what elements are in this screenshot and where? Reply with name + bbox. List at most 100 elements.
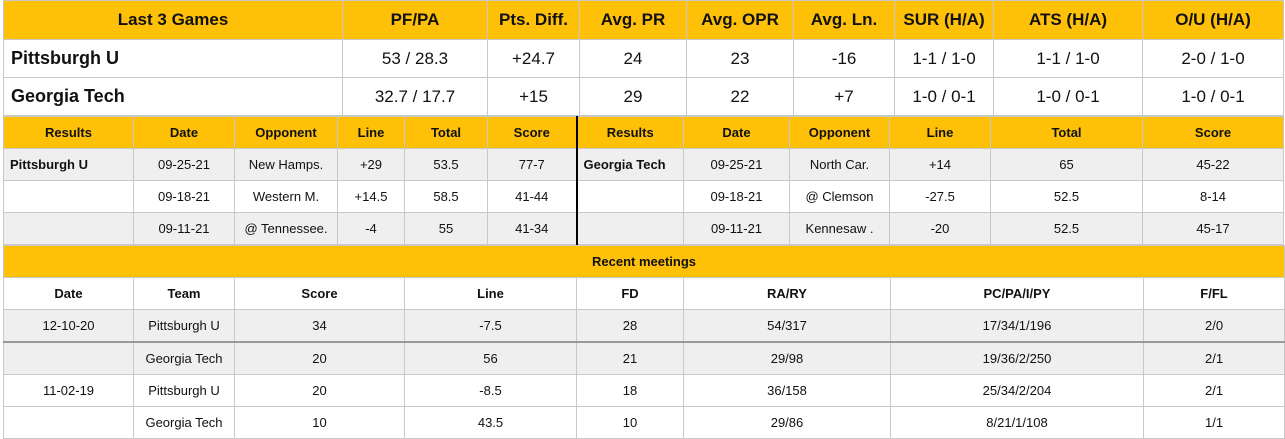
results-cell: -4 [337, 212, 405, 245]
summary-cell: +15 [487, 77, 580, 116]
results-header-cell: Opponent [789, 116, 890, 149]
meetings-cell: -8.5 [404, 374, 577, 407]
meetings-cell: 54/317 [683, 309, 891, 343]
summary-cell: 1-0 / 0-1 [993, 77, 1143, 116]
meetings-row: 12-10-20 Pittsburgh U 34 -7.5 28 54/317 … [3, 309, 1285, 343]
results-team [576, 180, 684, 213]
meetings-cell: 25/34/2/204 [890, 374, 1144, 407]
meetings-cell: 21 [576, 341, 684, 375]
meetings-cell: 2/1 [1142, 374, 1285, 407]
meetings-row: Georgia Tech 20 56 21 29/98 19/36/2/250 … [3, 341, 1285, 375]
meetings-cell: 36/158 [683, 374, 891, 407]
results-header-cell: Score [487, 116, 578, 149]
recent-meetings-title: Recent meetings [2, 245, 1285, 278]
summary-header-cell: PF/PA [342, 0, 488, 40]
results-cell: 09-25-21 [133, 148, 235, 181]
meetings-cell: 2/0 [1142, 309, 1285, 343]
summary-header-cell: O/U (H/A) [1142, 0, 1284, 40]
results-header-cell: Opponent [234, 116, 338, 149]
results-cell: 09-25-21 [683, 148, 790, 181]
results-cell: @ Tennessee. [234, 212, 338, 245]
summary-cell: 32.7 / 17.7 [342, 77, 488, 116]
summary-header-cell: Avg. PR [579, 0, 687, 40]
results-team [3, 180, 134, 213]
results-cell: North Car. [789, 148, 890, 181]
summary-cell: 23 [686, 39, 794, 78]
results-cell: 8-14 [1142, 180, 1284, 213]
results-cell: New Hamps. [234, 148, 338, 181]
results-cell: +14.5 [337, 180, 405, 213]
summary-cell: +7 [793, 77, 895, 116]
meetings-cell [3, 406, 134, 439]
results-cell: -27.5 [889, 180, 991, 213]
meetings-header-cell: Score [234, 277, 405, 310]
results-header-cell: Line [337, 116, 405, 149]
results-cell: Kennesaw . [789, 212, 890, 245]
results-header-cell: Results [3, 116, 134, 149]
summary-header-cell: Avg. Ln. [793, 0, 895, 40]
results-cell: 58.5 [404, 180, 488, 213]
team-name: Georgia Tech [3, 77, 343, 116]
meetings-cell: 1/1 [1142, 406, 1285, 439]
summary-cell: 24 [579, 39, 687, 78]
results-cell: 65 [990, 148, 1143, 181]
summary-cell: 1-0 / 0-1 [1142, 77, 1284, 116]
results-cell: 52.5 [990, 180, 1143, 213]
meetings-header-cell: FD [576, 277, 684, 310]
meetings-cell: Pittsburgh U [133, 309, 235, 343]
results-header-cell: Line [889, 116, 991, 149]
summary-header-cell: Last 3 Games [3, 0, 343, 40]
meetings-cell: 20 [234, 341, 405, 375]
meetings-cell: 10 [234, 406, 405, 439]
meetings-cell [3, 341, 134, 375]
meetings-header-cell: Line [404, 277, 577, 310]
results-header-cell: Score [1142, 116, 1284, 149]
results-cell: 45-17 [1142, 212, 1284, 245]
results-cell: +29 [337, 148, 405, 181]
results-cell: 52.5 [990, 212, 1143, 245]
meetings-cell: 43.5 [404, 406, 577, 439]
meetings-cell: 8/21/1/108 [890, 406, 1144, 439]
meetings-cell: 18 [576, 374, 684, 407]
meetings-cell: 29/86 [683, 406, 891, 439]
summary-header-cell: SUR (H/A) [894, 0, 994, 40]
results-cell: +14 [889, 148, 991, 181]
results-cell: 55 [404, 212, 488, 245]
results-header-cell: Date [133, 116, 235, 149]
meetings-cell: 34 [234, 309, 405, 343]
results-cell: 41-34 [487, 212, 578, 245]
meetings-header-cell: RA/RY [683, 277, 891, 310]
summary-cell: 22 [686, 77, 794, 116]
summary-cell: +24.7 [487, 39, 580, 78]
summary-cell: -16 [793, 39, 895, 78]
results-team [3, 212, 134, 245]
summary-table: Last 3 Games PF/PA Pts. Diff. Avg. PR Av… [3, 0, 1284, 116]
meetings-header-cell: Team [133, 277, 235, 310]
meetings-header-row: Date Team Score Line FD RA/RY PC/PA/I/PY… [3, 277, 1285, 310]
meetings-cell: Georgia Tech [133, 341, 235, 375]
meetings-header-cell: PC/PA/I/PY [890, 277, 1144, 310]
summary-cell: 53 / 28.3 [342, 39, 488, 78]
recent-meetings-title-row: Recent meetings [2, 245, 1285, 278]
summary-cell: 1-1 / 1-0 [894, 39, 994, 78]
results-row: Pittsburgh U 09-25-21 New Hamps. +29 53.… [3, 148, 1284, 181]
results-header-cell: Date [683, 116, 790, 149]
summary-cell: 1-0 / 0-1 [894, 77, 994, 116]
meetings-header-cell: Date [3, 277, 134, 310]
meetings-cell: 2/1 [1142, 341, 1285, 375]
results-cell: -20 [889, 212, 991, 245]
results-cell: 09-11-21 [683, 212, 790, 245]
meetings-row: 11-02-19 Pittsburgh U 20 -8.5 18 36/158 … [3, 374, 1285, 407]
recent-meetings-table: Recent meetings Date Team Score Line FD … [2, 245, 1285, 439]
results-cell: 77-7 [487, 148, 578, 181]
results-header-cell: Total [404, 116, 488, 149]
results-row: 09-18-21 Western M. +14.5 58.5 41-44 09-… [3, 180, 1284, 213]
results-cell: 41-44 [487, 180, 578, 213]
summary-header-cell: Avg. OPR [686, 0, 794, 40]
results-header-cell: Total [990, 116, 1143, 149]
meetings-cell: 11-02-19 [3, 374, 134, 407]
summary-header-row: Last 3 Games PF/PA Pts. Diff. Avg. PR Av… [3, 0, 1284, 40]
results-team [576, 212, 684, 245]
meetings-row: Georgia Tech 10 43.5 10 29/86 8/21/1/108… [3, 406, 1285, 439]
